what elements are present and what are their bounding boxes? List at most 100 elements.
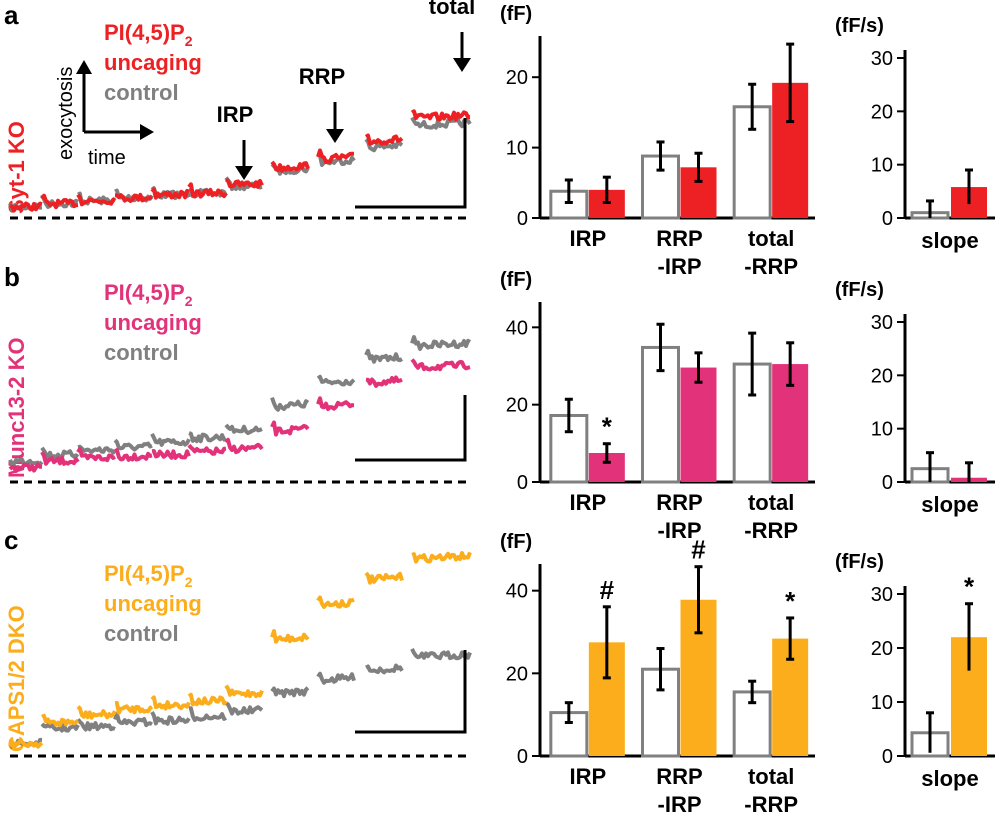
y-tick-label: 10: [506, 138, 528, 160]
annotation-arrow: [326, 102, 344, 143]
control-trace: [8, 335, 472, 466]
trace-segment: [76, 446, 117, 463]
significance-marker: *: [785, 586, 796, 616]
slope-chart: 0 10 20 30 (fF/s) slope: [835, 279, 995, 517]
y-tick-label: 40: [506, 581, 528, 603]
trace-segment: [270, 629, 310, 644]
y-tick-label: 0: [882, 208, 893, 230]
significance-marker: #: [691, 535, 706, 565]
schematic-x-arrowhead: [140, 124, 154, 140]
trace-segment: [364, 133, 404, 146]
legend-control: control: [104, 80, 179, 105]
category-label: RRP: [656, 490, 702, 515]
annotation-arrow: [235, 140, 253, 180]
trace-segment: [113, 438, 153, 452]
schematic-axes: exocytosis time: [55, 60, 154, 169]
y-unit-label: (fF): [500, 269, 532, 291]
trace-segment: [114, 701, 154, 715]
y-tick-label: 20: [871, 101, 893, 123]
trace-segment: [365, 375, 403, 388]
trace-segment: [113, 448, 153, 462]
y-tick-label: 30: [871, 312, 893, 334]
legend-treatment: PI(4,5)P2: [104, 280, 193, 309]
legend-uncaging: uncaging: [104, 591, 202, 616]
panel-letter: c: [4, 525, 18, 555]
trace-segment: [364, 348, 404, 364]
category-label: slope: [921, 492, 978, 517]
y-unit-label: (fF): [500, 531, 532, 553]
y-unit-label: (fF): [500, 3, 532, 25]
trace-segment: [316, 671, 356, 685]
treatment-trace: [8, 358, 471, 473]
trace-segment: [76, 718, 116, 732]
y-tick-label: 0: [517, 472, 528, 494]
bar-chart: 0 20 40 (fF) * IRP RRP -IRP total -RRP: [500, 269, 815, 543]
annotation-arrow-head: [453, 58, 471, 72]
legend-uncaging: uncaging: [104, 310, 202, 335]
bar-treatment: [680, 367, 717, 482]
annotation-arrow-head: [235, 166, 253, 180]
annotation-irp: IRP: [217, 102, 254, 127]
trace-segment: [270, 686, 310, 699]
trace-segment: [317, 153, 356, 167]
trace-segment: [40, 446, 80, 460]
trace-segment: [410, 358, 471, 372]
annotation-arrow: [453, 32, 471, 72]
slope-chart: 0 10 20 30 (fF/s) * slope: [835, 551, 995, 791]
y-tick-label: 30: [871, 48, 893, 70]
trace-segment: [188, 431, 227, 444]
y-tick-label: 20: [871, 638, 893, 660]
trace-segment: [77, 444, 117, 455]
trace-segment: [40, 451, 80, 466]
annotation-rrp: RRP: [299, 64, 345, 89]
bar-chart: 0 20 40 (fF) # IRP # RRP -IRP * total -RRP: [500, 531, 815, 817]
y-tick-label: 10: [871, 419, 893, 441]
trace-segment: [187, 692, 228, 707]
y-tick-label: 20: [506, 67, 528, 89]
trace-segment: [150, 187, 190, 200]
y-tick-label: 0: [517, 208, 528, 230]
category-label: IRP: [569, 226, 606, 251]
panel-letter: b: [4, 262, 20, 292]
trace-segment: [316, 148, 355, 165]
y-tick-label: 0: [882, 472, 893, 494]
schematic-y-arrowhead: [76, 60, 92, 74]
trace-segment: [270, 160, 310, 173]
y-tick-label: 10: [871, 155, 893, 177]
y-unit-label: (fF/s): [835, 15, 884, 37]
schematic-y-label: exocytosis: [55, 67, 77, 160]
category-label: total: [748, 226, 794, 251]
y-tick-label: 30: [871, 584, 893, 606]
trace-segment: [187, 182, 228, 199]
category-label: IRP: [569, 490, 606, 515]
significance-marker: #: [600, 575, 615, 605]
trace-segment: [225, 701, 264, 716]
bar-control: [549, 711, 589, 758]
schematic-x-label: time: [88, 147, 126, 169]
treatment-trace: [8, 551, 472, 750]
genotype-label: Munc13-2 KO: [4, 337, 29, 478]
trace-segment: [411, 551, 472, 564]
significance-marker: *: [602, 412, 613, 442]
trace-segment: [8, 462, 43, 473]
trace-segment: [188, 706, 228, 722]
trace-segment: [410, 335, 472, 351]
scale-bar: [355, 118, 467, 209]
trace-segment: [316, 374, 356, 387]
slope-chart: 0 10 20 30 (fF/s) slope: [835, 15, 995, 253]
annotation-total: total: [429, 0, 475, 19]
trace-segment: [410, 109, 471, 122]
trace-segment: [187, 443, 227, 456]
trace-segment: [410, 648, 472, 661]
trace-segment: [364, 138, 404, 153]
trace-segment: [151, 449, 191, 460]
category-label: -RRP: [744, 792, 798, 817]
trace-segment: [76, 705, 117, 720]
legend-treatment: PI(4,5)P2: [104, 20, 193, 49]
trace-segment: [114, 192, 153, 203]
y-tick-label: 40: [506, 317, 528, 339]
scale-bar: [355, 650, 467, 734]
